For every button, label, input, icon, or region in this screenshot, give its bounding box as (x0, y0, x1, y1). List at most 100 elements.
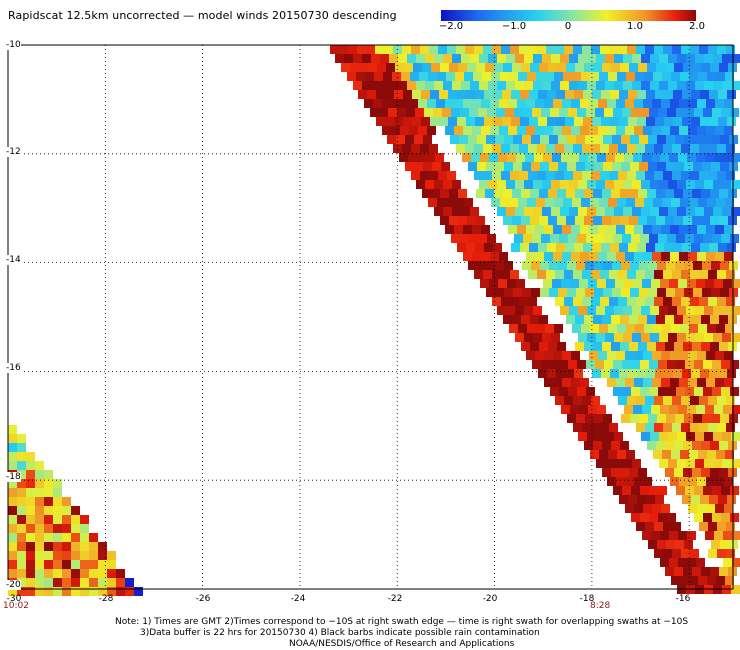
wind-cell (696, 153, 705, 162)
wind-cell (393, 144, 402, 153)
wind-cell (526, 126, 535, 135)
wind-cell (697, 351, 706, 360)
wind-cell (645, 171, 654, 180)
lat-label-12: -12 (6, 147, 21, 157)
wind-cell (706, 126, 715, 135)
wind-cell (718, 90, 727, 99)
wind-cell (688, 225, 697, 234)
wind-cell (428, 198, 437, 207)
wind-cell (614, 459, 623, 468)
wind-cell (516, 153, 525, 162)
wind-cell (602, 216, 611, 225)
wind-cell (569, 180, 578, 189)
wind-cell (692, 63, 701, 72)
wind-cell (443, 180, 452, 189)
wind-cell (681, 270, 690, 279)
wind-cell (44, 479, 53, 488)
wind-cell (595, 234, 604, 243)
wind-cell (690, 549, 699, 558)
wind-cell (471, 153, 480, 162)
wind-cell (596, 180, 605, 189)
wind-cell (599, 72, 608, 81)
wind-cell (519, 171, 528, 180)
wind-cell (608, 450, 617, 459)
wind-cell (689, 450, 698, 459)
wind-cell (594, 414, 603, 423)
wind-cell (335, 54, 344, 63)
wind-cell (625, 252, 634, 261)
wind-cell (26, 452, 35, 461)
wind-cell (554, 198, 563, 207)
wind-cell (707, 576, 716, 585)
wind-cell (684, 135, 693, 144)
wind-cell (62, 524, 71, 533)
wind-cell (724, 252, 733, 261)
wind-cell (341, 63, 350, 72)
wind-cell (512, 63, 521, 72)
wind-cell (706, 504, 715, 513)
wind-cell (8, 569, 17, 578)
wind-cell (702, 261, 711, 270)
wind-cell (467, 216, 476, 225)
wind-cell (714, 153, 723, 162)
wind-cell (89, 542, 98, 551)
wind-cell (717, 297, 726, 306)
wind-cell (574, 117, 583, 126)
wind-cell (547, 90, 556, 99)
wind-cell (696, 558, 705, 567)
wind-cell (640, 234, 649, 243)
wind-cell (661, 252, 670, 261)
wind-cell (691, 243, 700, 252)
wind-cell (397, 108, 406, 117)
wind-cell (639, 414, 648, 423)
wind-cell (690, 396, 699, 405)
wind-cell (667, 108, 676, 117)
wind-cell (661, 504, 670, 513)
wind-cell (478, 234, 487, 243)
wind-cell (665, 468, 674, 477)
wind-cell (677, 432, 686, 441)
wind-cell (703, 108, 712, 117)
wind-cell (542, 180, 551, 189)
wind-cell (524, 207, 533, 216)
wind-cell (690, 297, 699, 306)
wind-cell (519, 144, 528, 153)
wind-cell (573, 270, 582, 279)
wind-cell (676, 360, 685, 369)
wind-cell (670, 99, 679, 108)
wind-cell (26, 542, 35, 551)
wind-cell (717, 549, 726, 558)
wind-cell (690, 144, 699, 153)
wind-cell (578, 333, 587, 342)
wind-cell (730, 486, 739, 495)
wind-cell (714, 279, 723, 288)
wind-cell (694, 360, 703, 369)
wind-cell (665, 567, 674, 576)
wind-cell (446, 72, 455, 81)
wind-cell (423, 135, 432, 144)
wind-cell (573, 423, 582, 432)
wind-cell (614, 81, 623, 90)
wind-cell (71, 560, 80, 569)
wind-cell (528, 171, 537, 180)
wind-cell (718, 495, 727, 504)
wind-cell (457, 117, 466, 126)
wind-cell (548, 63, 557, 72)
wind-cell (488, 81, 497, 90)
wind-cell (35, 578, 44, 587)
wind-cell (704, 180, 713, 189)
wind-cell (499, 126, 508, 135)
wind-cell (569, 81, 578, 90)
wind-cell (639, 162, 648, 171)
wind-cell (395, 63, 404, 72)
wind-cell (719, 315, 728, 324)
wind-cell (649, 360, 658, 369)
wind-cell (726, 522, 735, 531)
wind-cell (700, 495, 709, 504)
wind-cell (651, 279, 660, 288)
wind-cell (601, 117, 610, 126)
wind-cell (643, 477, 652, 486)
wind-cell (614, 432, 623, 441)
wind-cell (472, 225, 481, 234)
wind-cell (699, 396, 708, 405)
